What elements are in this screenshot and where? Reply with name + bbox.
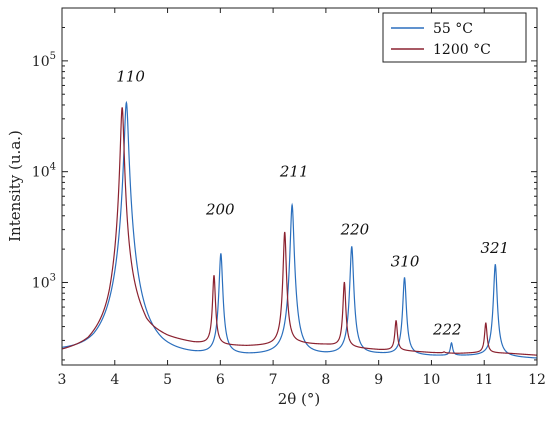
y-axis: 103 104 105: [32, 7, 537, 361]
x-tick-label: 11: [475, 372, 493, 388]
series-line-55c: [61, 100, 538, 359]
peak-label-220: 220: [340, 221, 370, 239]
x-tick-label: 9: [374, 372, 383, 388]
legend-label-1200c: 1200 °C: [433, 42, 491, 58]
x-axis-label: 2θ (°): [278, 390, 321, 408]
y-tick-label: 105: [32, 51, 56, 70]
legend-box: [382, 12, 527, 63]
x-tick-label: 10: [423, 372, 441, 388]
series-layer: [61, 100, 538, 359]
y-tick-label: 103: [32, 272, 56, 291]
legend-label-55c: 55 °C: [433, 21, 473, 37]
peak-label-200: 200: [205, 201, 235, 219]
x-tick-label: 4: [110, 372, 119, 388]
y-axis-label: Intensity (u.a.): [6, 130, 24, 242]
x-tick-label: 7: [269, 372, 278, 388]
peak-label-211: 211: [279, 163, 309, 181]
legend: 55 °C 1200 °C: [382, 12, 527, 63]
peak-label-110: 110: [116, 68, 145, 86]
series-line-1200c: [61, 107, 538, 356]
annotation-layer: 110 200 211 220 310 222 321: [116, 68, 509, 339]
x-tick-label: 8: [321, 372, 330, 388]
x-tick-label: 5: [163, 372, 172, 388]
x-tick-label: 6: [216, 372, 225, 388]
x-axis: 3 4 5 6 7 8 9 10 11 12: [58, 8, 546, 388]
peak-label-222: 222: [432, 320, 462, 338]
peak-label-321: 321: [480, 239, 509, 257]
plot-frame: [61, 7, 538, 366]
peak-label-310: 310: [391, 252, 420, 270]
x-tick-label: 3: [58, 372, 67, 388]
y-tick-label: 104: [32, 162, 56, 181]
x-tick-label: 12: [528, 372, 546, 388]
